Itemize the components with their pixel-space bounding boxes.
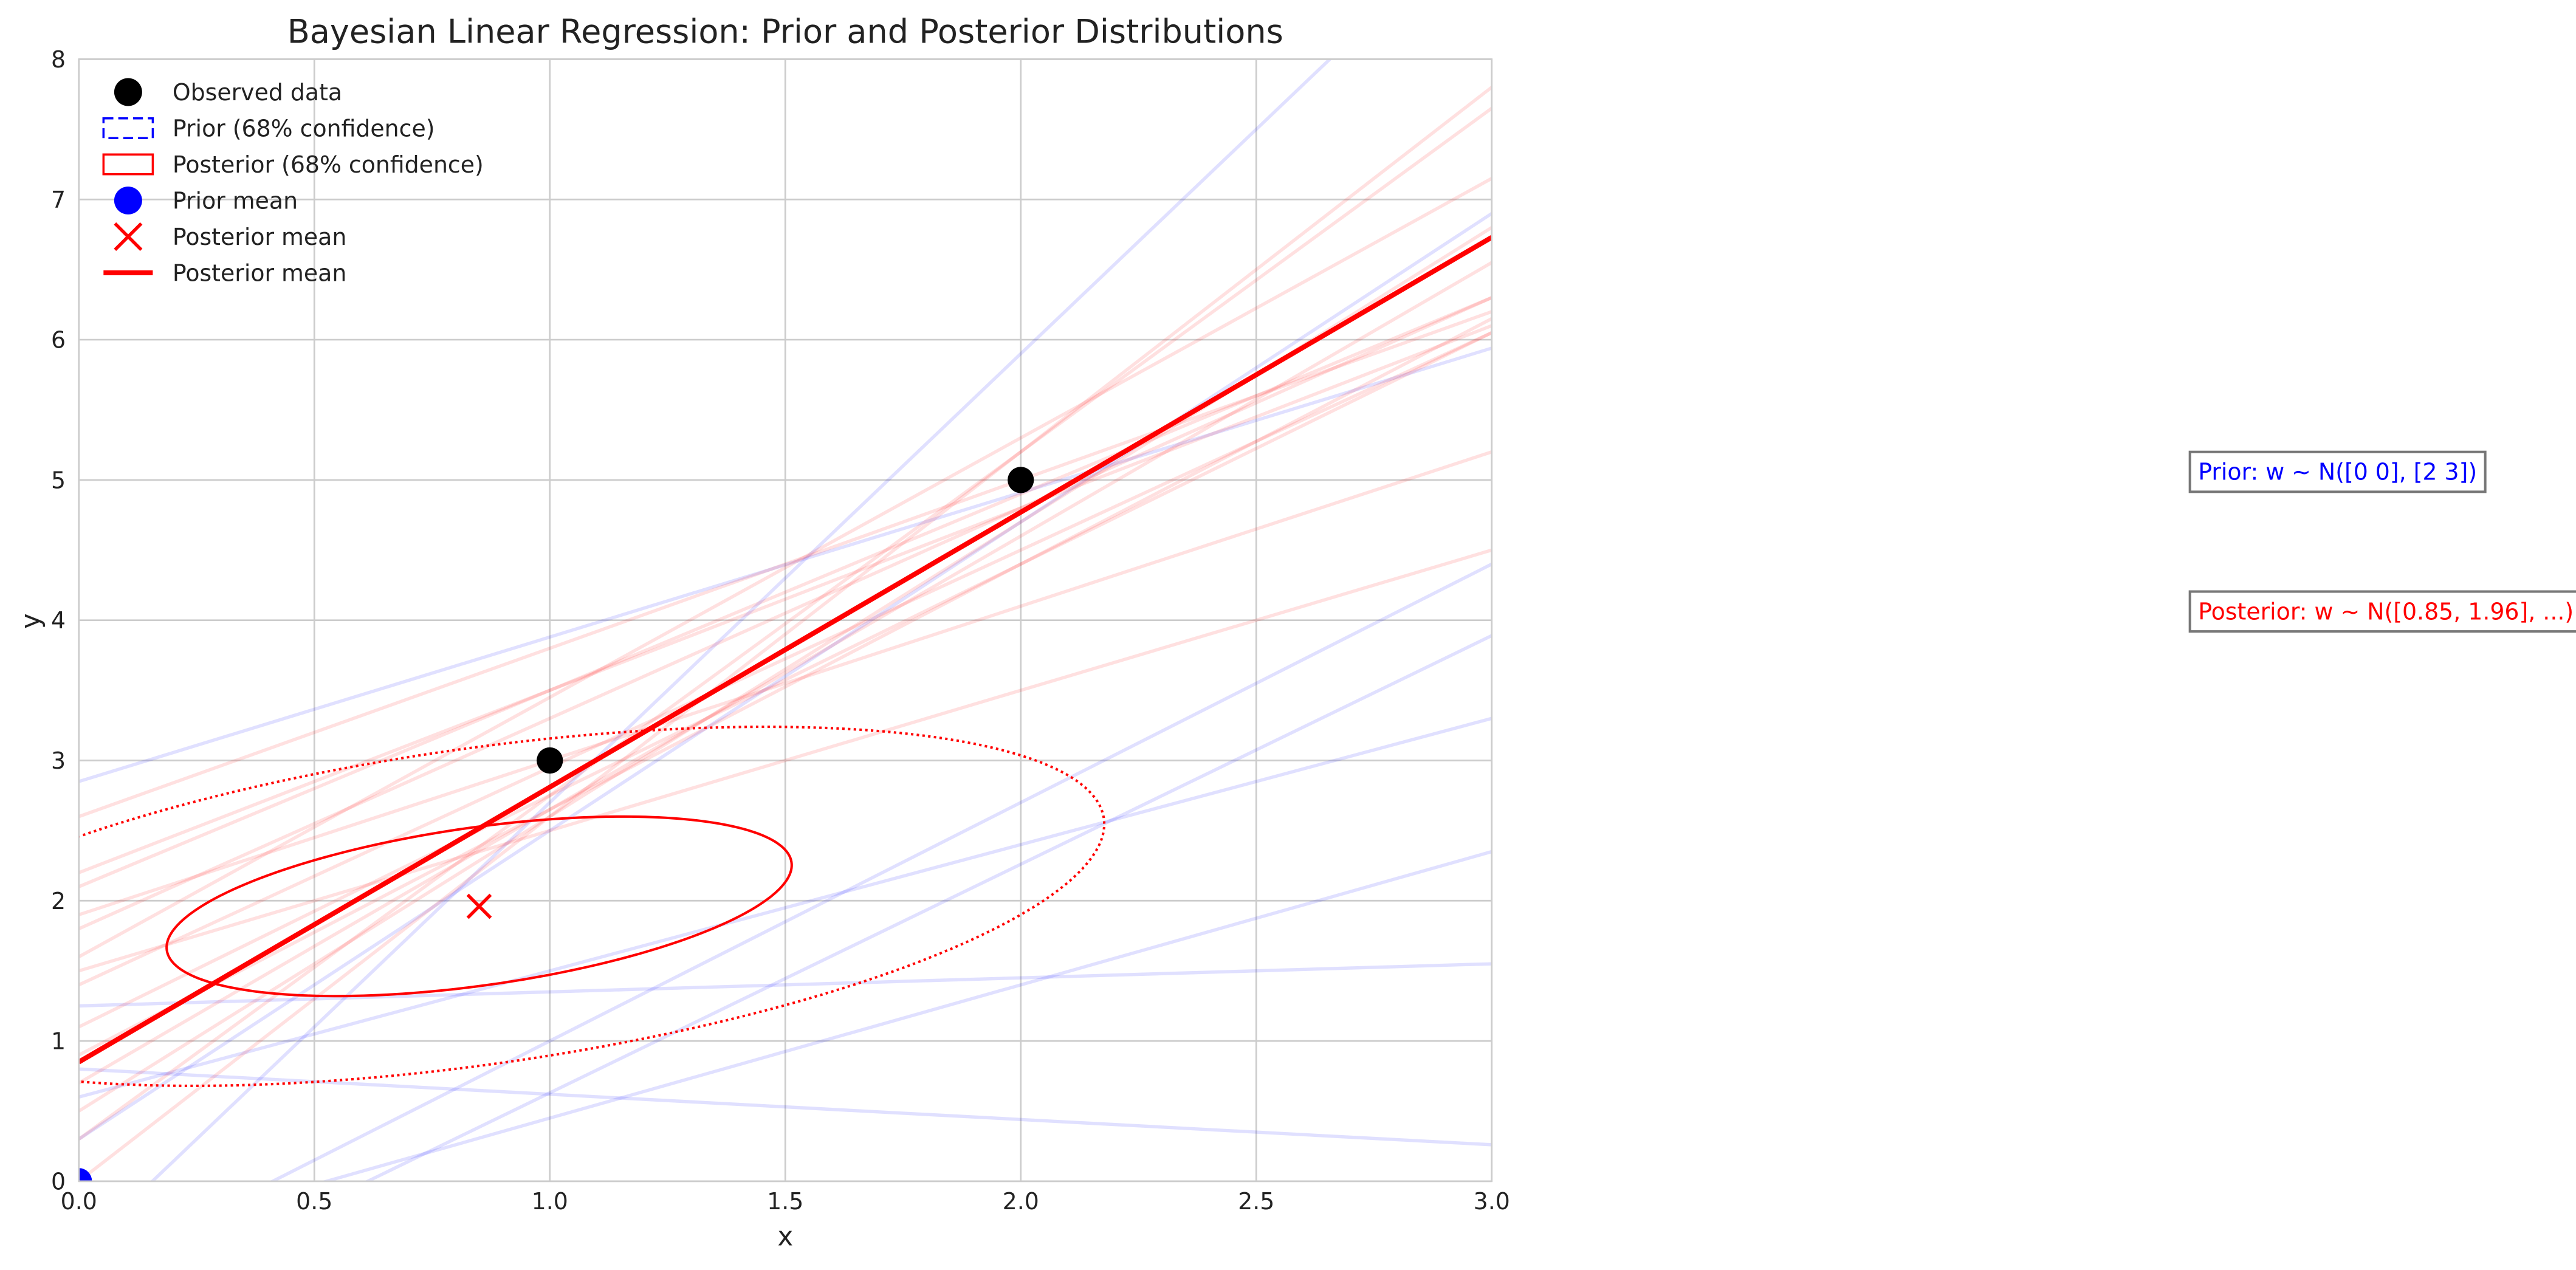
x-axis-label: x (777, 1221, 793, 1252)
y-tick-label: 6 (51, 327, 66, 354)
y-tick-label: 3 (51, 747, 66, 774)
y-tick-label: 4 (51, 607, 66, 634)
sample-line (269, 562, 1492, 1181)
y-tick-label: 1 (51, 1028, 66, 1055)
x-tick-label: 0.5 (296, 1188, 332, 1215)
annotation-text: Prior: w ~ N([0 0], [2 3]) (2198, 459, 2477, 486)
point (1008, 467, 1034, 493)
x-tick-label: 3.0 (1474, 1188, 1510, 1215)
x-marker (466, 893, 492, 919)
x-tick-label: 2.5 (1238, 1188, 1274, 1215)
legend-swatch (102, 117, 154, 139)
annotation: Prior: w ~ N([0 0], [2 3]) (2188, 450, 2487, 493)
legend-label: Posterior mean (173, 224, 346, 250)
confidence-ellipse (165, 815, 793, 998)
sample-line (78, 107, 1492, 1141)
chart-title: Bayesian Linear Regression: Prior and Po… (287, 12, 1283, 50)
y-tick-label: 7 (51, 187, 66, 213)
sample-line (78, 962, 1492, 1008)
y-tick-label: 5 (51, 467, 66, 493)
sample-line (78, 450, 1492, 916)
sample-line (78, 346, 1492, 783)
annotation-box (2188, 590, 2576, 633)
sample-line (78, 310, 1492, 819)
point (114, 186, 142, 215)
sample-line (78, 331, 1492, 987)
point (537, 747, 563, 774)
y-axis-label: y (16, 613, 46, 629)
mean-line (78, 235, 1492, 1065)
point (78, 1168, 92, 1181)
sample-line (78, 331, 1492, 1029)
sample-line (78, 296, 1492, 930)
overlay: 0.0 0.5 1.0 1.5 2.0 2.5 3.0 0 1 2 3 4 5 6 7 8 Observed d… (51, 46, 2576, 1215)
legend-label: Observed data (173, 79, 342, 106)
sample-line (78, 317, 1492, 1057)
x-tick-label: 2.0 (1003, 1188, 1039, 1215)
legend-label: Posterior (68% confidence) (173, 151, 484, 178)
annotation-box (2188, 450, 2487, 493)
x-marker (114, 222, 143, 251)
legend-label: Posterior mean (173, 259, 346, 286)
annotation-text: Posterior: w ~ N([0.85, 1.96], ...) (2198, 598, 2574, 625)
sample-line (78, 548, 1492, 973)
annotation: Posterior: w ~ N([0.85, 1.96], ...) (2188, 590, 2576, 633)
sample-line (78, 86, 1492, 1181)
y-tick-label: 8 (51, 46, 66, 73)
plot-content (78, 59, 1492, 1181)
x-tick-label: 1.5 (767, 1188, 803, 1215)
point (114, 78, 142, 106)
sample-line (78, 296, 1492, 888)
sample-line (78, 324, 1492, 874)
sample-line (78, 177, 1492, 958)
legend-label: Prior (68% confidence) (173, 115, 435, 142)
legend-swatch (102, 153, 154, 176)
legend-label: Prior mean (173, 187, 298, 214)
sample-line (78, 1067, 1492, 1147)
sample-line (78, 261, 1492, 1085)
sample-line (364, 634, 1492, 1181)
x-tick-label: 0.0 (61, 1188, 97, 1215)
sample-line (149, 59, 1333, 1181)
sample-line (320, 850, 1492, 1181)
axes-frame (78, 58, 1493, 1182)
sample-line (78, 716, 1492, 1099)
x-tick-label: 1.0 (532, 1188, 568, 1215)
confidence-ellipse (78, 726, 1106, 1087)
y-tick-label: 2 (51, 888, 66, 915)
sample-line (78, 212, 1492, 1141)
y-tick-label: 0 (51, 1168, 66, 1195)
